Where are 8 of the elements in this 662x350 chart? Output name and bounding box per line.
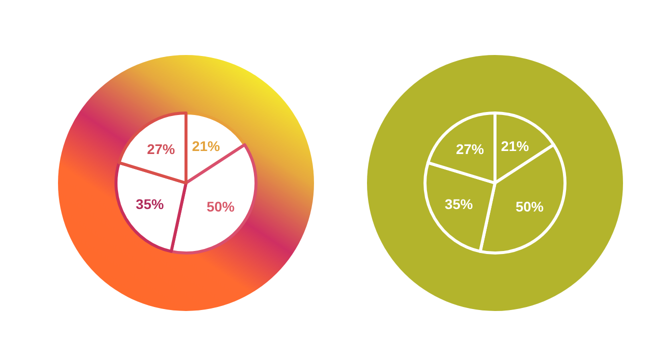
data-label: 50%	[516, 198, 544, 215]
data-label: 21%	[192, 138, 221, 154]
data-label: 27%	[456, 141, 485, 158]
data-label: 50%	[206, 198, 236, 215]
data-label: 21%	[500, 138, 530, 154]
data-label: 35%	[444, 196, 474, 212]
data-label: 35%	[136, 196, 164, 212]
data-label: 27%	[146, 141, 176, 158]
